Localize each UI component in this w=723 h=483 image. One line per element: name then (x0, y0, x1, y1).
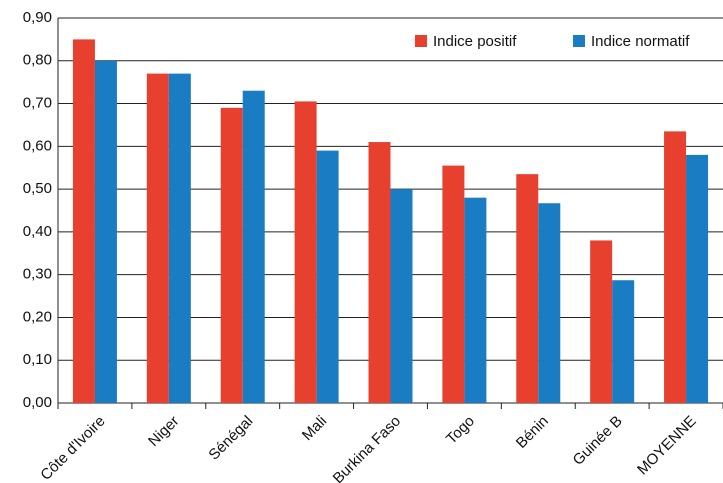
bar (146, 73, 169, 403)
bar (390, 189, 413, 403)
y-tick-label: 0,60 (23, 137, 52, 154)
bar (220, 107, 243, 403)
bar (72, 39, 95, 404)
x-tick-label: Niger (145, 413, 182, 450)
bar (686, 154, 709, 403)
x-tick-label: Burkina Faso (330, 413, 405, 483)
bar (294, 101, 317, 404)
bar (94, 60, 117, 404)
bar (612, 280, 635, 403)
y-tick-label: 0,80 (23, 52, 52, 69)
legend-label: Indice positif (433, 33, 517, 50)
bar (368, 142, 391, 404)
bar (316, 150, 339, 403)
legend-swatch (415, 35, 427, 47)
x-tick-label: Guinée B (570, 413, 626, 469)
x-tick-label: Bénin (513, 413, 552, 452)
bar (464, 197, 487, 403)
y-tick-label: 0,00 (23, 394, 52, 411)
bar (442, 165, 465, 403)
x-tick-label: Côte d'Ivoire (37, 413, 108, 483)
y-tick-label: 0,10 (23, 351, 52, 368)
bar (664, 131, 687, 403)
y-tick-label: 0,50 (23, 180, 52, 197)
x-tick-label: Togo (443, 413, 478, 448)
x-tick-label: Sénégal (205, 413, 256, 464)
y-tick-label: 0,70 (23, 95, 52, 112)
y-tick-label: 0,90 (23, 9, 52, 26)
y-tick-label: 0,20 (23, 308, 52, 325)
y-tick-label: 0,30 (23, 266, 52, 283)
legend-label: Indice normatif (591, 33, 690, 50)
bar (516, 174, 539, 403)
bar (242, 90, 265, 403)
bar (590, 240, 613, 403)
y-tick-label: 0,40 (23, 223, 52, 240)
bar (538, 203, 561, 403)
x-tick-label: MOYENNE (634, 413, 700, 479)
legend-swatch (573, 35, 585, 47)
x-tick-label: Mali (299, 413, 330, 444)
bar (168, 73, 191, 403)
